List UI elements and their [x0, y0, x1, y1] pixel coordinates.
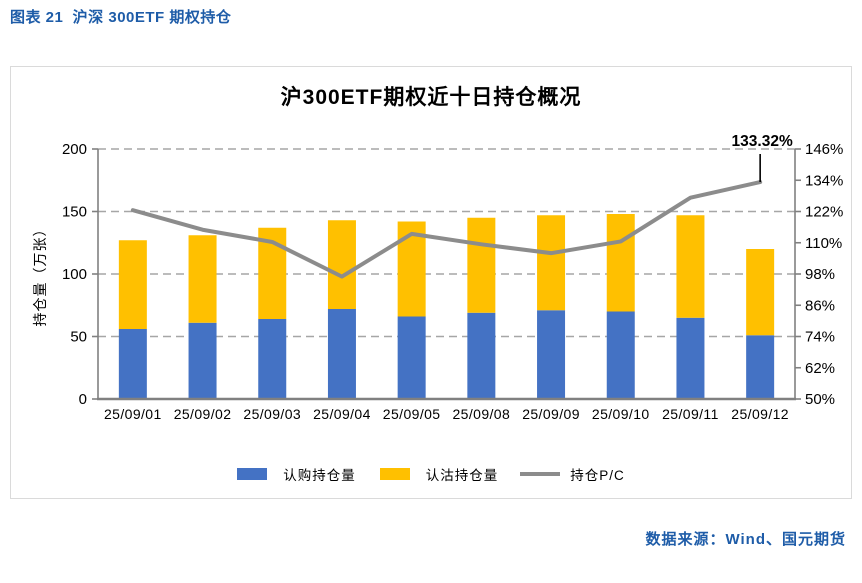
svg-text:50%: 50% [805, 391, 835, 408]
svg-text:100: 100 [62, 266, 87, 283]
svg-text:25/09/12: 25/09/12 [731, 406, 789, 422]
bar-call-25/09/10 [606, 311, 635, 399]
svg-text:134%: 134% [805, 172, 843, 189]
chart-panel: 沪300ETF期权近十日持仓概况 0 50 100 150 200 50% 62% 74% 86… [10, 66, 852, 499]
bar-call-25/09/03 [258, 319, 287, 399]
svg-text:持仓量（万张）: 持仓量（万张） [32, 222, 48, 327]
data-source: 数据来源：Wind、国元期货 [645, 531, 846, 548]
svg-text:122%: 122% [805, 204, 843, 221]
svg-text:25/09/08: 25/09/08 [452, 406, 510, 422]
svg-text:25/09/01: 25/09/01 [104, 406, 162, 422]
svg-text:50: 50 [70, 329, 87, 346]
legend-swatch-call-bar [237, 468, 268, 480]
chart-canvas: 0 50 100 150 200 50% 62% 74% 86% 98% 110% 122% 134% 1… [32, 133, 843, 422]
bar-call-25/09/09 [537, 310, 566, 399]
pc-last-value-label: 133.32% [732, 133, 793, 150]
legend-swatch-put-bar [379, 468, 410, 480]
svg-text:150: 150 [62, 204, 87, 221]
bar-put-25/09/08 [467, 217, 496, 313]
pc-line [130, 180, 763, 279]
chart-legend: 认购持仓量 认沽持仓量 持仓P/C [11, 464, 851, 484]
svg-text:200: 200 [62, 141, 87, 158]
svg-text:25/09/03: 25/09/03 [243, 406, 301, 422]
svg-text:25/09/05: 25/09/05 [383, 406, 441, 422]
bar-put-25/09/11 [676, 215, 705, 318]
bar-call-25/09/01 [118, 329, 147, 399]
bar-put-25/09/12 [746, 249, 775, 336]
legend-swatch-pc-line [520, 472, 561, 476]
svg-text:62%: 62% [805, 360, 835, 377]
legend-label-call: 认购持仓量 [283, 468, 356, 483]
bar-call-25/09/04 [327, 309, 356, 399]
bar-call-25/09/02 [188, 322, 217, 399]
bar-call-25/09/05 [397, 316, 426, 399]
bar-put-25/09/09 [537, 215, 566, 311]
figure-caption: 图表 21 沪深 300ETF 期权持仓 [10, 9, 232, 26]
bar-call-25/09/11 [676, 317, 705, 399]
bar-put-25/09/02 [188, 235, 217, 323]
svg-text:146%: 146% [805, 141, 843, 158]
svg-text:98%: 98% [805, 266, 835, 283]
svg-text:86%: 86% [805, 297, 835, 314]
bar-call-25/09/08 [467, 312, 496, 399]
legend-label-pc: 持仓P/C [570, 468, 625, 483]
svg-text:25/09/02: 25/09/02 [174, 406, 232, 422]
svg-text:25/09/04: 25/09/04 [313, 406, 371, 422]
svg-text:25/09/11: 25/09/11 [662, 406, 719, 422]
bar-put-25/09/04 [327, 220, 356, 309]
bar-put-25/09/01 [118, 240, 147, 329]
svg-text:0: 0 [79, 391, 87, 408]
svg-text:74%: 74% [805, 329, 835, 346]
legend-label-put: 认沽持仓量 [425, 468, 499, 483]
bar-call-25/09/12 [746, 335, 775, 399]
svg-text:25/09/10: 25/09/10 [592, 406, 650, 422]
svg-text:110%: 110% [805, 235, 842, 252]
chart-title: 沪300ETF期权近十日持仓概况 [280, 86, 582, 109]
svg-text:25/09/09: 25/09/09 [522, 406, 580, 422]
bar-put-25/09/10 [606, 214, 635, 312]
